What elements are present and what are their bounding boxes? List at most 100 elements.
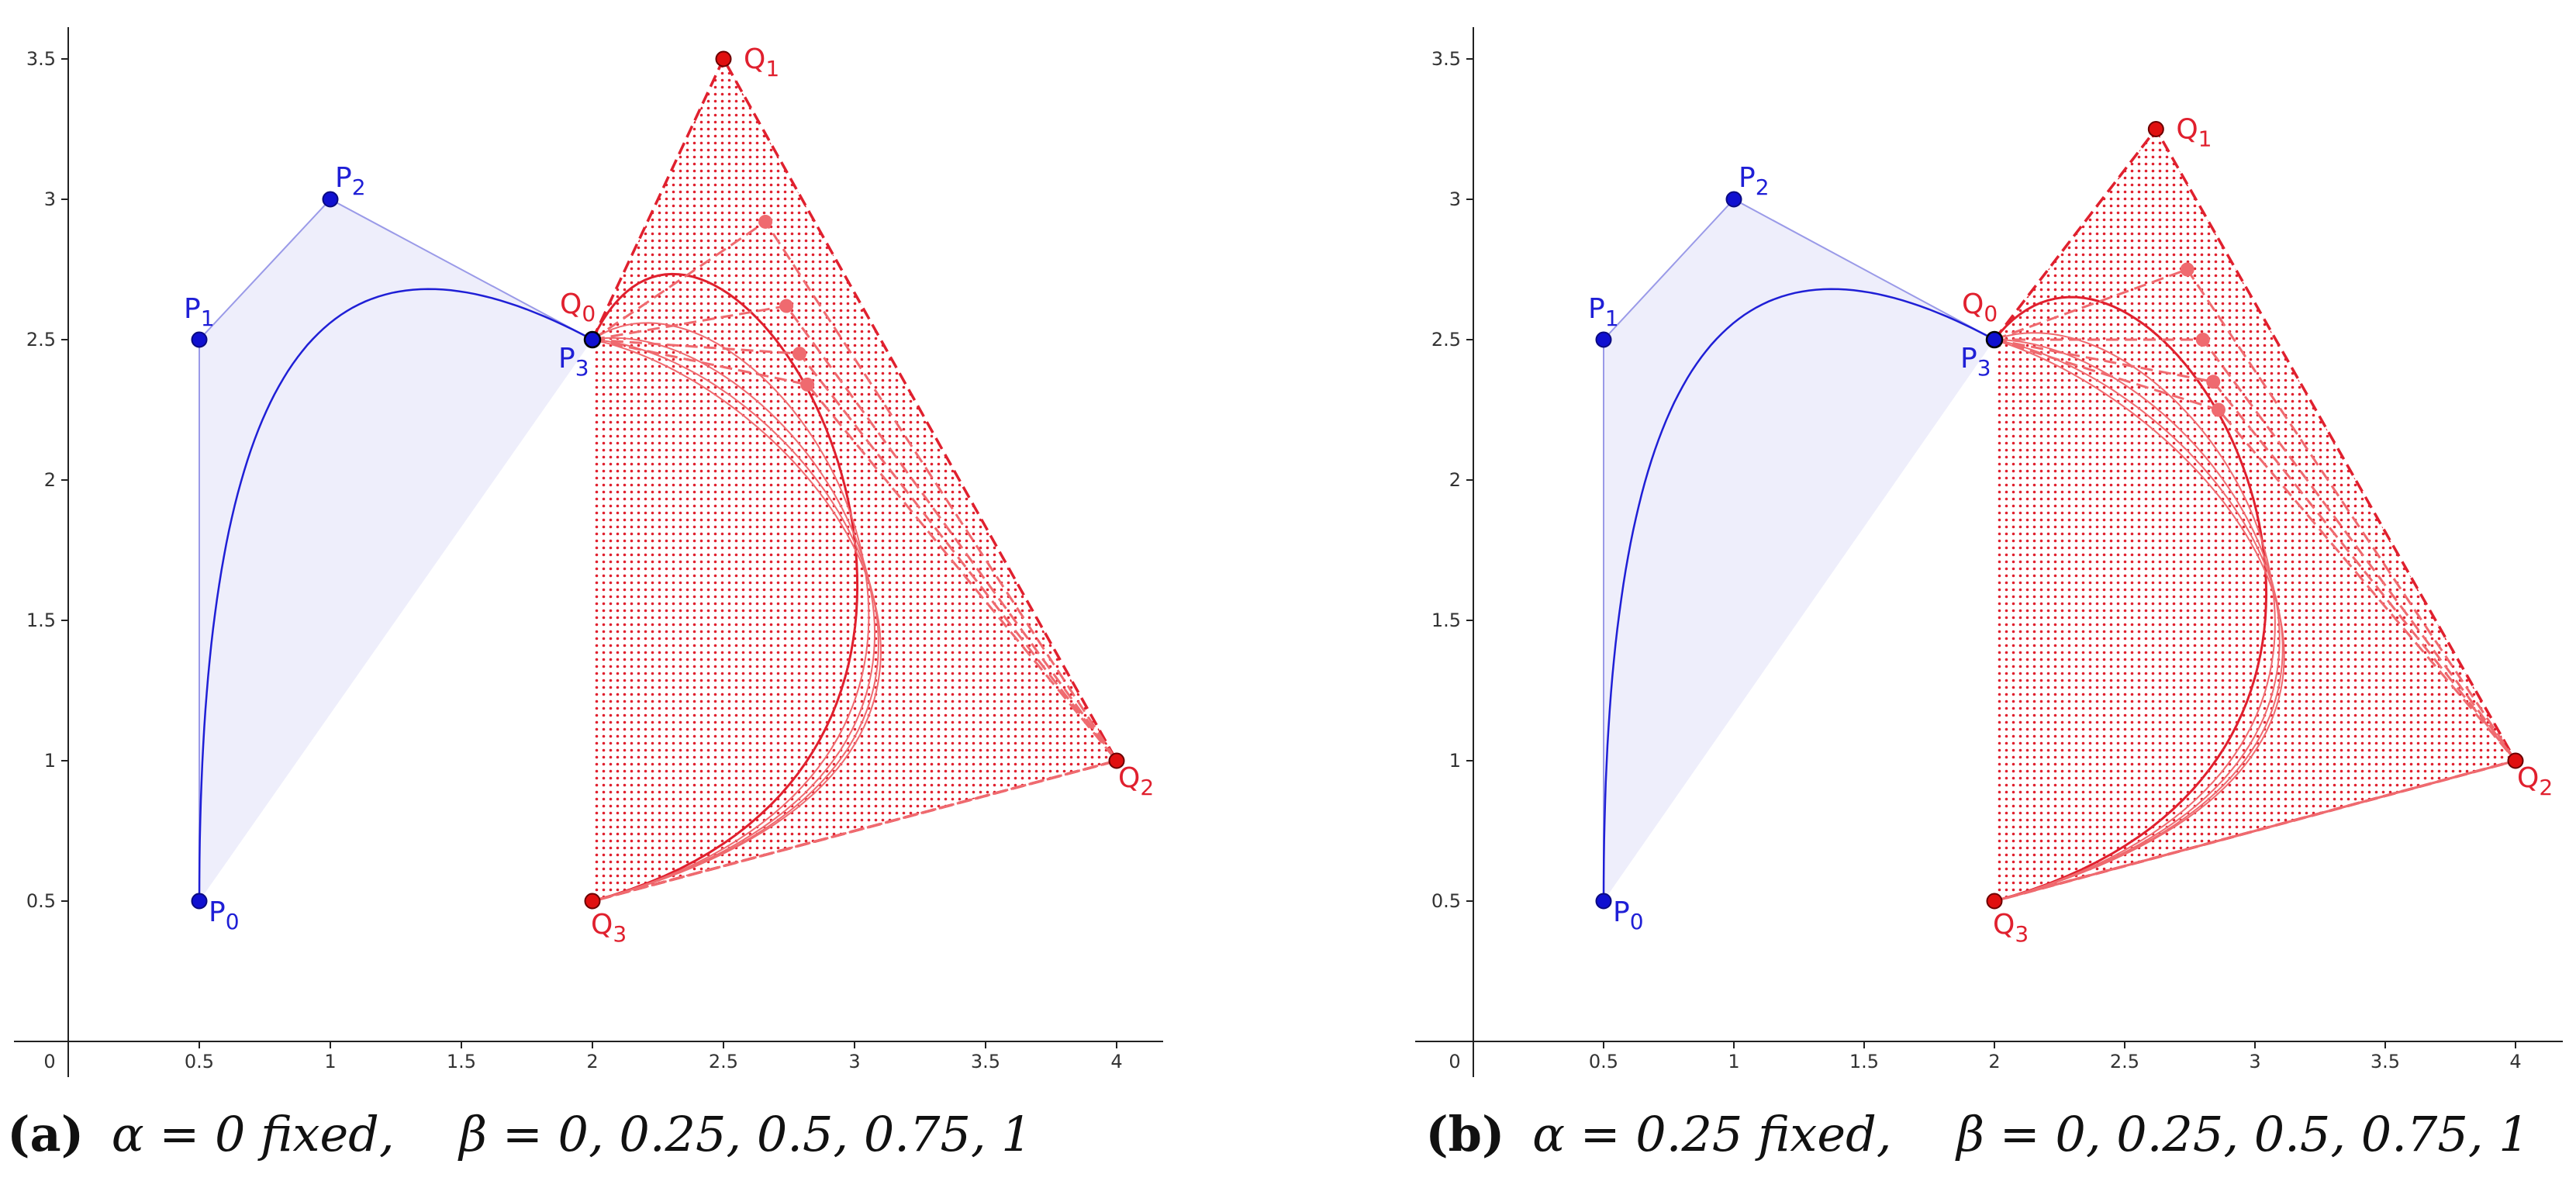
panel-a-y-tick-label: 3.5 — [26, 48, 56, 70]
panel-b-p-label: P2 — [1739, 162, 1770, 200]
panel-a-p-curve — [198, 288, 593, 902]
panel-a-q-label: Q1 — [744, 43, 779, 81]
panel-b-q1-variant-point — [2180, 262, 2194, 277]
panel-a-x-tick-label: 0 — [43, 1051, 55, 1072]
panel-b-x-tick-label: 0.5 — [1589, 1051, 1618, 1072]
panel-b-caption-alpha: α = 0.25 fixed, — [1532, 1106, 1891, 1162]
panel-a-q1-variant-point — [792, 347, 807, 361]
panel-a-q-dashed-polygon — [592, 338, 1119, 903]
panel-a-q-curve — [592, 339, 882, 902]
panel-a-x-tick-label: 2.5 — [709, 1051, 738, 1072]
panel-b-q-curve — [1994, 332, 2276, 902]
panel-b-q-dashed-polygon — [1994, 338, 2518, 903]
panel-b-q-dashed-polygon — [1994, 338, 2518, 903]
panel-a-x-tick-label: 0.5 — [185, 1051, 214, 1072]
panel-a-q-point — [1108, 752, 1125, 769]
panel-b-q1-variant-point — [2195, 333, 2210, 347]
panel-a-x-tick-label: 2 — [586, 1051, 598, 1072]
panel-a-p-control-polygon — [199, 198, 593, 901]
panel-a-p-label: P0 — [209, 896, 240, 934]
panel-b-q1-variant-point — [2211, 402, 2226, 417]
panel-a-q-curve — [592, 337, 876, 902]
panel-b-q-point — [1986, 893, 2003, 910]
panel-a-q-curve — [592, 339, 879, 902]
panel-b-p-hull — [1604, 199, 1994, 901]
panel-b-q-curve — [1994, 339, 2285, 902]
panel-a-p3-q0-joint — [583, 330, 602, 349]
panel-a-x-tick-label: 1.5 — [447, 1051, 476, 1072]
panel-b-x-tick-label: 1.5 — [1849, 1051, 1879, 1072]
panel-b-y-tick-label: 2 — [1449, 469, 1461, 491]
panel-b-x-tick-label: 2 — [1988, 1051, 2000, 1072]
panel-a-q-point — [584, 893, 601, 910]
panel-b-p-curve — [1602, 288, 1995, 902]
panel-a-caption-beta: β = 0, 0.25, 0.5, 0.75, 1 — [458, 1106, 1031, 1162]
panel-b-q-label: Q0 — [1962, 288, 1998, 326]
panel-a-y-tick-label: 0.5 — [26, 890, 56, 912]
panel-a-q-point — [715, 50, 732, 67]
panel-b-p-point — [1595, 331, 1612, 348]
panel-b-p-control-polygon — [1603, 198, 1995, 901]
panel-b-p3-q0-joint — [1985, 330, 2004, 349]
panel-a-y-tick-label: 2.5 — [26, 329, 56, 351]
panel-a-q-curve — [591, 272, 859, 903]
panel-b-caption-tag: (b) — [1425, 1106, 1504, 1162]
panel-b-x-tick-label: 3 — [2249, 1051, 2260, 1072]
panel-b-y-tick-label: 3.5 — [1431, 48, 1461, 70]
panel-a-p-point — [322, 191, 339, 208]
panel-a-p-hull — [199, 199, 592, 901]
panel-a-x-tick-label: 1 — [324, 1051, 336, 1072]
panel-b-q-point — [2147, 121, 2164, 137]
panel-b-q-dotted-region — [1994, 129, 2516, 901]
panel-b-p-label: P1 — [1588, 293, 1619, 331]
panel-b-plot: 0 0.5 1 1.5 2 2.5 3 3.5 40.511.522.533.5P0P1P2P3… — [1415, 27, 2563, 1077]
panel-b-p-point — [1725, 191, 1742, 208]
panel-b-q-curve — [1993, 295, 2268, 903]
panel-b-x-tick-label: 0 — [1449, 1051, 1460, 1072]
panel-a-caption-tag: (a) — [7, 1106, 84, 1162]
panel-b-p-label: P0 — [1613, 896, 1644, 934]
panel-a-q-curve — [592, 322, 870, 902]
panel-b-q-label: Q1 — [2176, 114, 2212, 152]
panel-b-q-dashed-polygon — [1994, 338, 2518, 903]
panel-b-p-point — [1595, 893, 1612, 910]
panel-a-p-label: P2 — [335, 162, 366, 200]
panel-b-q-curve — [1994, 339, 2284, 902]
panel-a-plot: 0 0.5 1 1.5 2 2.5 3 3.5 40.511.522.533.5P0P1P2P3… — [14, 27, 1163, 1077]
panel-a-q1-variant-point — [758, 214, 773, 229]
panel-a-x-tick-label: 3.5 — [971, 1051, 1000, 1072]
panel-b-q-label: Q2 — [2517, 762, 2553, 800]
panel-a-caption: (a) α = 0 fixed, β = 0, 0.25, 0.5, 0.75,… — [7, 1106, 1032, 1162]
panel-b-y-tick-label: 0.5 — [1431, 890, 1461, 912]
panel-a-q-label: Q0 — [560, 288, 596, 326]
panel-b-q1-variant-point — [2206, 375, 2221, 389]
panel-a-p-point — [191, 331, 208, 348]
panel-a-x-tick-label: 3 — [848, 1051, 860, 1072]
panel-b-y-tick-label: 1.5 — [1431, 610, 1461, 631]
panel-a-q-label: Q3 — [591, 909, 627, 947]
panel-a-y-tick-label: 1 — [44, 750, 56, 772]
panel-a-p-label: P1 — [184, 293, 215, 331]
panel-b-y-tick-label: 3 — [1449, 188, 1461, 210]
panel-b-q-point — [2507, 752, 2524, 769]
panel-a-caption-alpha: α = 0 fixed, — [112, 1106, 395, 1162]
panel-a-y-tick-label: 2 — [44, 469, 56, 491]
panel-b-caption: (b) α = 0.25 fixed, β = 0, 0.25, 0.5, 0.… — [1425, 1106, 2529, 1162]
panel-b-y-tick-label: 1 — [1449, 750, 1461, 772]
panel-b-y-tick-label: 2.5 — [1431, 329, 1461, 351]
panel-b-x-tick-label: 2.5 — [2110, 1051, 2139, 1072]
panel-b-x-tick-label: 1 — [1728, 1051, 1739, 1072]
panel-a-q1-variant-point — [779, 299, 794, 313]
panel-b-x-tick-label: 3.5 — [2371, 1051, 2400, 1072]
panel-b-caption-beta: β = 0, 0.25, 0.5, 0.75, 1 — [1955, 1106, 2529, 1162]
panel-a-q1-variant-point — [800, 377, 815, 392]
panel-a-p-point — [191, 893, 208, 910]
panel-b-q-label: Q3 — [1993, 909, 2029, 947]
panel-a-q-label: Q2 — [1118, 762, 1154, 800]
panel-b-q-dashed-polygon — [1993, 126, 2518, 903]
panel-b-x-tick-label: 4 — [2509, 1051, 2521, 1072]
panel-a-y-tick-label: 3 — [44, 188, 56, 210]
panel-a-q-dotted-region — [592, 59, 1117, 901]
panel-a-y-tick-label: 1.5 — [26, 610, 56, 631]
